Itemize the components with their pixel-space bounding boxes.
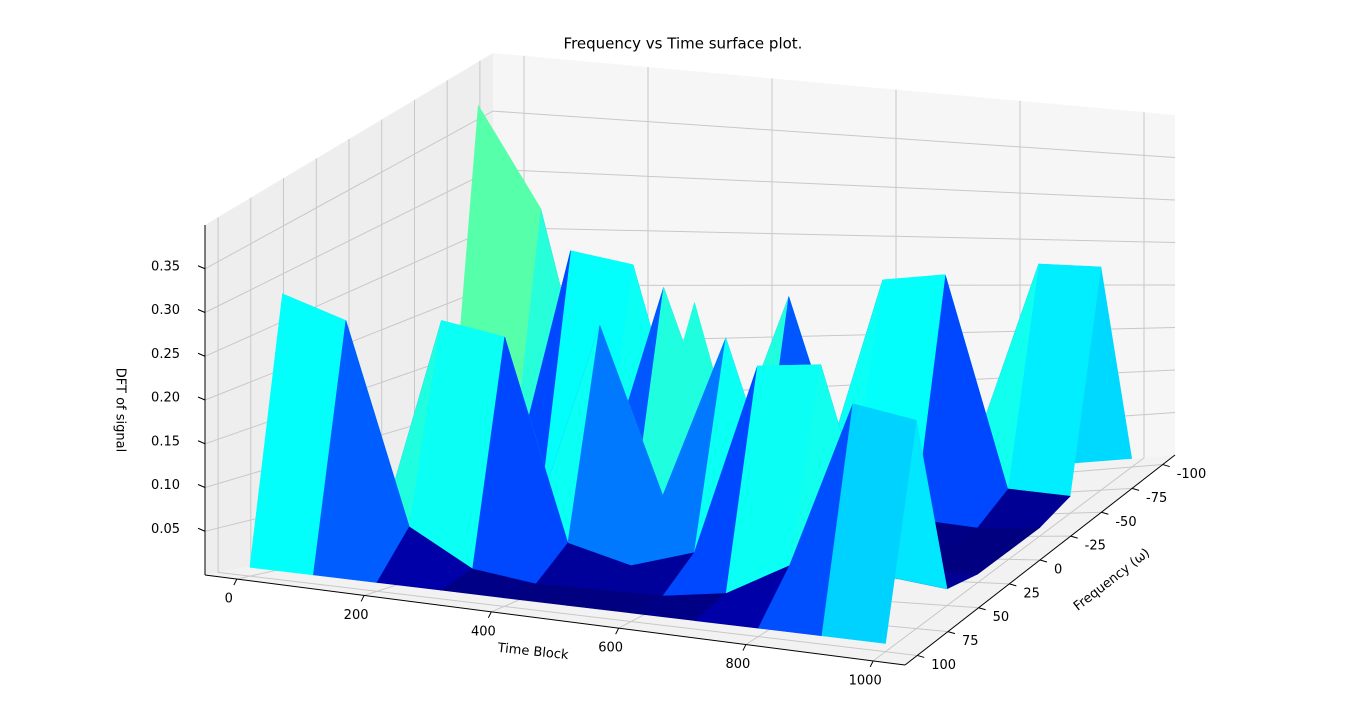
x-tick [742,644,747,651]
y-tick-label: 0 [1054,563,1062,578]
x-axis [204,574,906,666]
y-tick-label: 75 [962,634,979,649]
y-tick [1009,583,1017,587]
z-tick-label: 0.20 [151,391,180,406]
y-tick [1070,535,1078,539]
x-tick-label: 0 [225,592,233,607]
grid-line [204,110,1176,270]
z-tick-label: 0.05 [151,522,180,537]
z-axis-label: DFT of signal [113,368,128,452]
x-tick-label: 600 [598,641,623,656]
x-axis-label: Time Block [496,641,570,664]
y-tick-label: -25 [1085,539,1106,554]
z-tick [197,527,206,532]
y-axis-label: Frequency (ω) [1071,546,1153,615]
x-tick [615,627,620,635]
z-tick-label: 0.35 [151,259,180,274]
chart-title: Frequency vs Time surface plot. [564,35,803,53]
grid-line [217,217,918,656]
z-tick [197,440,206,445]
y-tick [1101,511,1109,515]
y-tick [1162,464,1170,468]
z-tick [197,309,206,313]
z-tick [197,484,206,488]
x-tick [487,611,492,619]
grid-line [872,112,1145,662]
x-tick-label: 400 [471,624,496,639]
z-tick [197,396,206,401]
z-tick-label: 0.25 [151,347,180,362]
y-tick [947,631,956,635]
z-tick-label: 0.10 [151,478,180,493]
x-tick [360,595,365,602]
z-tick [197,265,206,270]
y-tick [917,654,925,658]
z-tick [197,352,206,357]
x-tick [869,660,874,668]
y-tick [1131,487,1140,491]
y-tick-label: -50 [1115,515,1136,530]
y-tick-label: 50 [993,610,1010,625]
y-tick-label: 100 [931,658,956,673]
z-tick-label: 0.30 [151,303,180,318]
x-tick-label: 200 [344,608,369,623]
surface-patch [821,403,917,644]
x-tick-label: 1000 [849,673,882,688]
y-tick-label: -100 [1177,467,1207,482]
y-tick-label: -75 [1146,491,1167,506]
x-tick [233,578,238,586]
z-tick-label: 0.15 [151,434,180,449]
y-tick [978,607,986,611]
y-tick-label: 25 [1023,586,1040,601]
x-tick-label: 800 [725,657,750,672]
y-tick [1039,559,1048,563]
